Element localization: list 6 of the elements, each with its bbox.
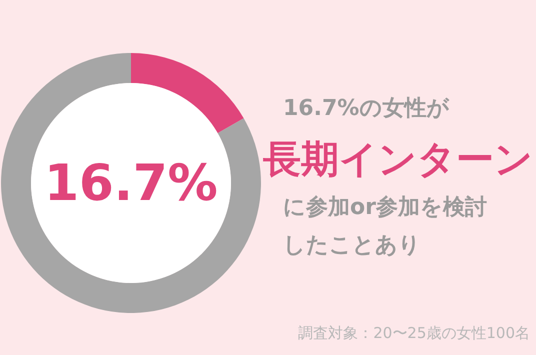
text: 長期インターン [262, 137, 533, 181]
text: 調査対象：20〜25歳の女性100名 [298, 324, 530, 342]
text: 16.7%の女性が [283, 96, 450, 121]
text: に参加or参加を検討 [283, 195, 487, 220]
text: したことあり [283, 233, 421, 258]
text: 16.7% [44, 154, 218, 212]
